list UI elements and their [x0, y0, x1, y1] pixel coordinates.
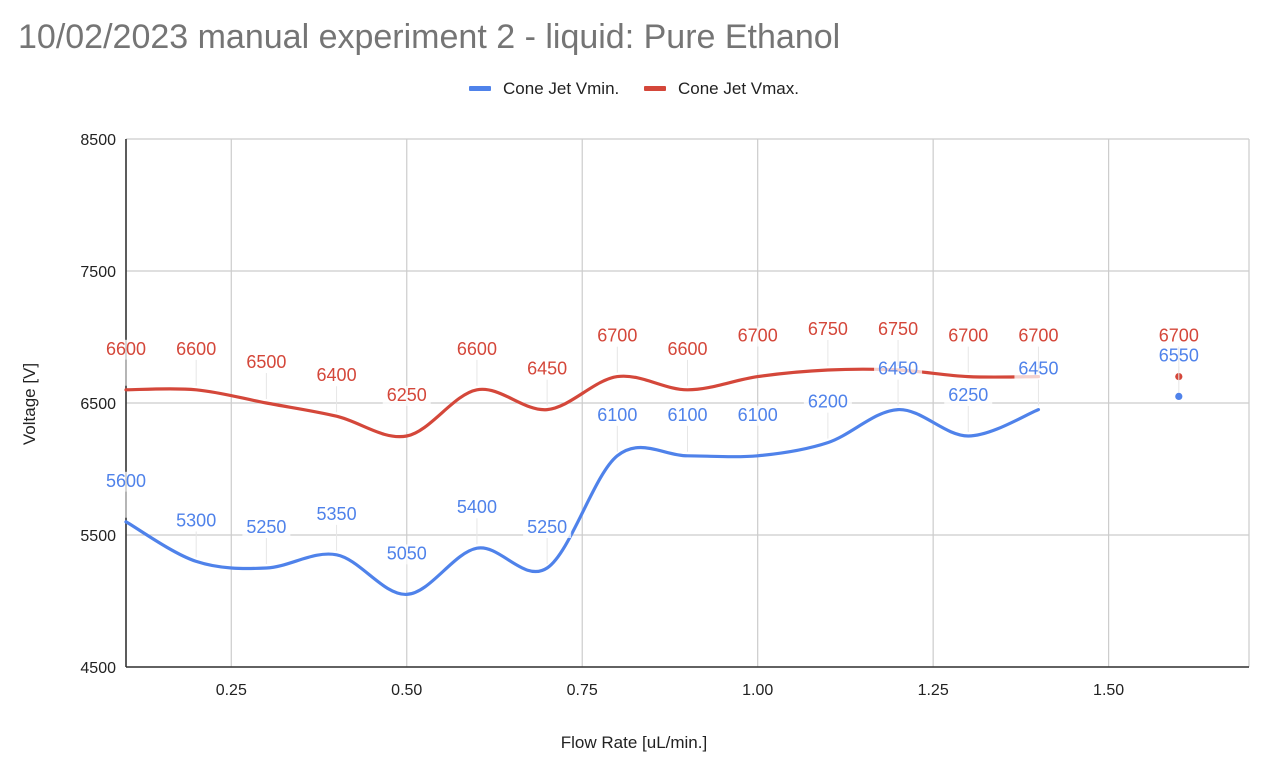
chart-title: 10/02/2023 manual experiment 2 - liquid:… [18, 18, 841, 56]
data-label-vmax: 6700 [597, 326, 637, 346]
data-point-vmin [1175, 392, 1183, 400]
data-label-background [102, 339, 150, 360]
data-label-vmin: 6250 [948, 385, 988, 405]
data-label-vmin: 5350 [317, 504, 357, 524]
data-label-vmax: 6600 [667, 339, 707, 359]
data-label-background [102, 471, 150, 492]
data-label-vmax: 6250 [387, 385, 427, 405]
data-label-vmin: 6100 [667, 405, 707, 425]
data-label-background [874, 320, 923, 340]
data-label-background [593, 405, 642, 426]
data-label-vmin: 5300 [176, 510, 216, 530]
y-axis-label: Voltage [V] [20, 362, 39, 446]
data-label-vmin: 6100 [597, 405, 637, 425]
series-line-vmin [124, 407, 1041, 597]
data-label-vmax: 6700 [1159, 326, 1199, 346]
data-label-background [312, 366, 361, 387]
data-label-background [382, 386, 431, 406]
x-tick-label: 0.75 [567, 682, 598, 699]
data-label-vmin: 5250 [246, 517, 286, 537]
legend-swatch-vmax [644, 86, 666, 92]
legend: Cone Jet Vmin. Cone Jet Vmax. [0, 79, 1268, 99]
y-tick-label: 8500 [80, 132, 116, 149]
data-label-vmin: 6450 [878, 359, 918, 379]
data-label-vmax: 6750 [808, 319, 848, 339]
x-tick-label: 0.25 [216, 682, 247, 699]
y-tick-label: 7500 [80, 264, 116, 281]
data-label-background [944, 326, 993, 347]
x-tick-label: 1.50 [1093, 682, 1124, 699]
data-label-vmax: 6500 [246, 352, 286, 372]
legend-item-vmax[interactable]: Cone Jet Vmax. [644, 79, 799, 99]
data-label-background [944, 386, 993, 406]
data-label-vmin: 5600 [106, 471, 146, 491]
data-label-background [593, 326, 642, 347]
data-label-background [312, 504, 361, 525]
data-label-vmax: 6700 [738, 326, 778, 346]
data-label-background [452, 498, 501, 519]
data-label-background [172, 511, 221, 532]
data-label-background [1154, 326, 1203, 347]
legend-item-vmin[interactable]: Cone Jet Vmin. [469, 79, 619, 99]
data-label-background [733, 405, 782, 426]
data-label-background [172, 339, 221, 360]
data-label-vmax: 6600 [176, 339, 216, 359]
data-label-vmax: 6600 [106, 339, 146, 359]
data-label-vmin: 6100 [738, 405, 778, 425]
legend-label-vmin: Cone Jet Vmin. [503, 79, 620, 98]
data-label-background [242, 518, 291, 538]
legend-label-vmax: Cone Jet Vmax. [678, 79, 799, 98]
x-tick-label: 1.00 [742, 682, 773, 699]
data-label-vmax: 6400 [317, 365, 357, 385]
data-label-background [803, 320, 852, 340]
data-label-background [663, 339, 712, 360]
data-label-background [452, 339, 501, 360]
data-label-vmax: 6750 [878, 319, 918, 339]
data-label-vmin: 5250 [527, 517, 567, 537]
data-label-background [733, 326, 782, 347]
data-label-vmin: 5400 [457, 497, 497, 517]
legend-swatch-vmin [469, 86, 492, 92]
x-axis-label: Flow Rate [uL/min.] [560, 733, 708, 752]
data-label-background [523, 518, 572, 538]
y-tick-label: 4500 [80, 660, 116, 677]
data-label-background [874, 359, 923, 380]
data-label-vmax: 6600 [457, 339, 497, 359]
data-label-background [1014, 326, 1063, 347]
y-tick-label: 5500 [80, 528, 116, 545]
y-tick-label: 6500 [80, 396, 116, 413]
data-label-vmax: 6450 [527, 359, 567, 379]
data-label-background [523, 359, 572, 380]
data-label-background [382, 544, 431, 565]
data-label-background [242, 353, 291, 373]
data-label-background [663, 405, 712, 426]
data-label-vmin: 5050 [387, 543, 427, 563]
x-tick-label: 1.25 [918, 682, 949, 699]
data-label-vmax: 6700 [948, 326, 988, 346]
data-label-vmax: 6700 [1018, 326, 1058, 346]
x-tick-label: 0.50 [391, 682, 422, 699]
data-label-background [803, 392, 852, 413]
data-label-vmin: 6200 [808, 392, 848, 412]
